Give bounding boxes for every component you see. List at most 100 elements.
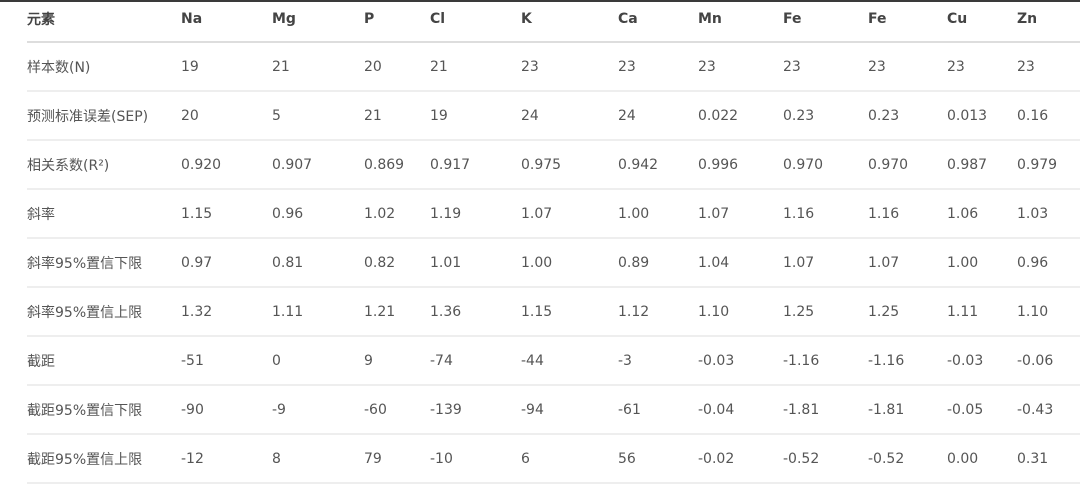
header-cell: Ca [618, 0, 698, 43]
table-cell: 56 [618, 434, 698, 484]
row-label: 截距95%置信上限 [27, 434, 181, 484]
table-cell: 0.022 [698, 91, 783, 141]
table-cell: 0.31 [1017, 434, 1080, 484]
table-cell: 1.19 [430, 189, 521, 239]
table-cell: 1.02 [364, 189, 430, 239]
header-row: 元素 Na Mg P Cl K Ca Mn Fe Fe Cu Zn [27, 0, 1080, 43]
table-cell: 1.03 [1017, 189, 1080, 239]
table-cell: 0.82 [364, 238, 430, 288]
table-cell: 1.36 [430, 287, 521, 337]
table-cell: 1.07 [783, 238, 868, 288]
table-cell: 0.16 [1017, 91, 1080, 141]
table-cell: 1.12 [618, 287, 698, 337]
table-cell: 0.917 [430, 140, 521, 190]
table-cell: 23 [698, 42, 783, 92]
table-cell: 1.00 [947, 238, 1017, 288]
table-cell: 1.00 [521, 238, 618, 288]
table-cell: 0.907 [272, 140, 364, 190]
table-row: 截距 -51 0 9 -74 -44 -3 -0.03 -1.16 -1.16 -0.03 -0.06 [27, 336, 1080, 386]
table-cell: -9 [272, 385, 364, 435]
table-cell: -60 [364, 385, 430, 435]
table-cell: -0.52 [783, 434, 868, 484]
table-cell: 1.21 [364, 287, 430, 337]
table-row: 斜率95%置信下限 0.97 0.81 0.82 1.01 1.00 0.89 1.04 1.0… [27, 238, 1080, 288]
table-cell: -0.06 [1017, 336, 1080, 386]
header-cell: Fe [868, 0, 947, 43]
table-cell: -0.03 [698, 336, 783, 386]
table-cell: 0.89 [618, 238, 698, 288]
table-cell: 1.10 [1017, 287, 1080, 337]
table-cell: -0.52 [868, 434, 947, 484]
table-cell: 9 [364, 336, 430, 386]
table-cell: 0.979 [1017, 140, 1080, 190]
table-cell: 23 [521, 42, 618, 92]
table-cell: -139 [430, 385, 521, 435]
header-cell: Fe [783, 0, 868, 43]
row-label: 斜率95%置信上限 [27, 287, 181, 337]
table-cell: -61 [618, 385, 698, 435]
table-cell: 1.15 [181, 189, 272, 239]
header-cell: Zn [1017, 0, 1080, 43]
table-cell: -0.43 [1017, 385, 1080, 435]
table-cell: 0.975 [521, 140, 618, 190]
table-cell: 1.32 [181, 287, 272, 337]
table-cell: 23 [868, 42, 947, 92]
header-cell: Na [181, 0, 272, 43]
table-row: 相关系数(R²) 0.920 0.907 0.869 0.917 0.975 0.942 0.… [27, 140, 1080, 190]
table-row: 斜率95%置信上限 1.32 1.11 1.21 1.36 1.15 1.12 1.10 1.2… [27, 287, 1080, 337]
table-cell: 0.869 [364, 140, 430, 190]
table-cell: 1.07 [698, 189, 783, 239]
table-cell: 0 [272, 336, 364, 386]
table-cell: 0.96 [272, 189, 364, 239]
table-cell: 21 [430, 42, 521, 92]
table-cell: 0.81 [272, 238, 364, 288]
table-cell: 1.06 [947, 189, 1017, 239]
row-label: 样本数(N) [27, 42, 181, 92]
table-cell: -3 [618, 336, 698, 386]
table-cell: -1.16 [783, 336, 868, 386]
table-cell: -0.05 [947, 385, 1017, 435]
table-cell: 1.07 [868, 238, 947, 288]
table-cell: 8 [272, 434, 364, 484]
table-cell: 1.07 [521, 189, 618, 239]
row-label: 截距95%置信下限 [27, 385, 181, 435]
table-cell: 0.987 [947, 140, 1017, 190]
table-cell: -0.03 [947, 336, 1017, 386]
table-cell: 6 [521, 434, 618, 484]
table-cell: 23 [783, 42, 868, 92]
table-cell: 0.23 [783, 91, 868, 141]
table-cell: 1.15 [521, 287, 618, 337]
table-cell: 21 [364, 91, 430, 141]
table-cell: 1.11 [272, 287, 364, 337]
header-cell: Mg [272, 0, 364, 43]
table-cell: 1.25 [868, 287, 947, 337]
table-row: 样本数(N) 19 21 20 21 23 23 23 23 23 23 23 [27, 42, 1080, 92]
header-cell: Cu [947, 0, 1017, 43]
table-row: 斜率 1.15 0.96 1.02 1.19 1.07 1.00 1.07 1.16 1.16 1.… [27, 189, 1080, 239]
table-cell: 20 [181, 91, 272, 141]
table-cell: 0.23 [868, 91, 947, 141]
table-cell: 0.970 [783, 140, 868, 190]
header-cell: K [521, 0, 618, 43]
table-cell: 1.16 [783, 189, 868, 239]
table-cell: 23 [947, 42, 1017, 92]
table-cell: -1.16 [868, 336, 947, 386]
header-cell: P [364, 0, 430, 43]
table-cell: 24 [521, 91, 618, 141]
table-cell: -74 [430, 336, 521, 386]
header-cell: Mn [698, 0, 783, 43]
table-cell: 23 [618, 42, 698, 92]
element-regression-table: 元素 Na Mg P Cl K Ca Mn Fe Fe Cu Zn 样本数(N) 19 21 20 21 23 2… [27, 0, 1080, 484]
table-cell: 0.013 [947, 91, 1017, 141]
table-cell: 5 [272, 91, 364, 141]
table-cell: 0.970 [868, 140, 947, 190]
table-cell: -94 [521, 385, 618, 435]
table-cell: 1.00 [618, 189, 698, 239]
table-cell: -90 [181, 385, 272, 435]
table-row: 预测标准误差(SEP) 20 5 21 19 24 24 0.022 0.23 0.23 0.013… [27, 91, 1080, 141]
row-label: 斜率95%置信下限 [27, 238, 181, 288]
table-cell: 1.25 [783, 287, 868, 337]
table-cell: -1.81 [868, 385, 947, 435]
table-cell: 1.11 [947, 287, 1017, 337]
table-cell: 0.97 [181, 238, 272, 288]
